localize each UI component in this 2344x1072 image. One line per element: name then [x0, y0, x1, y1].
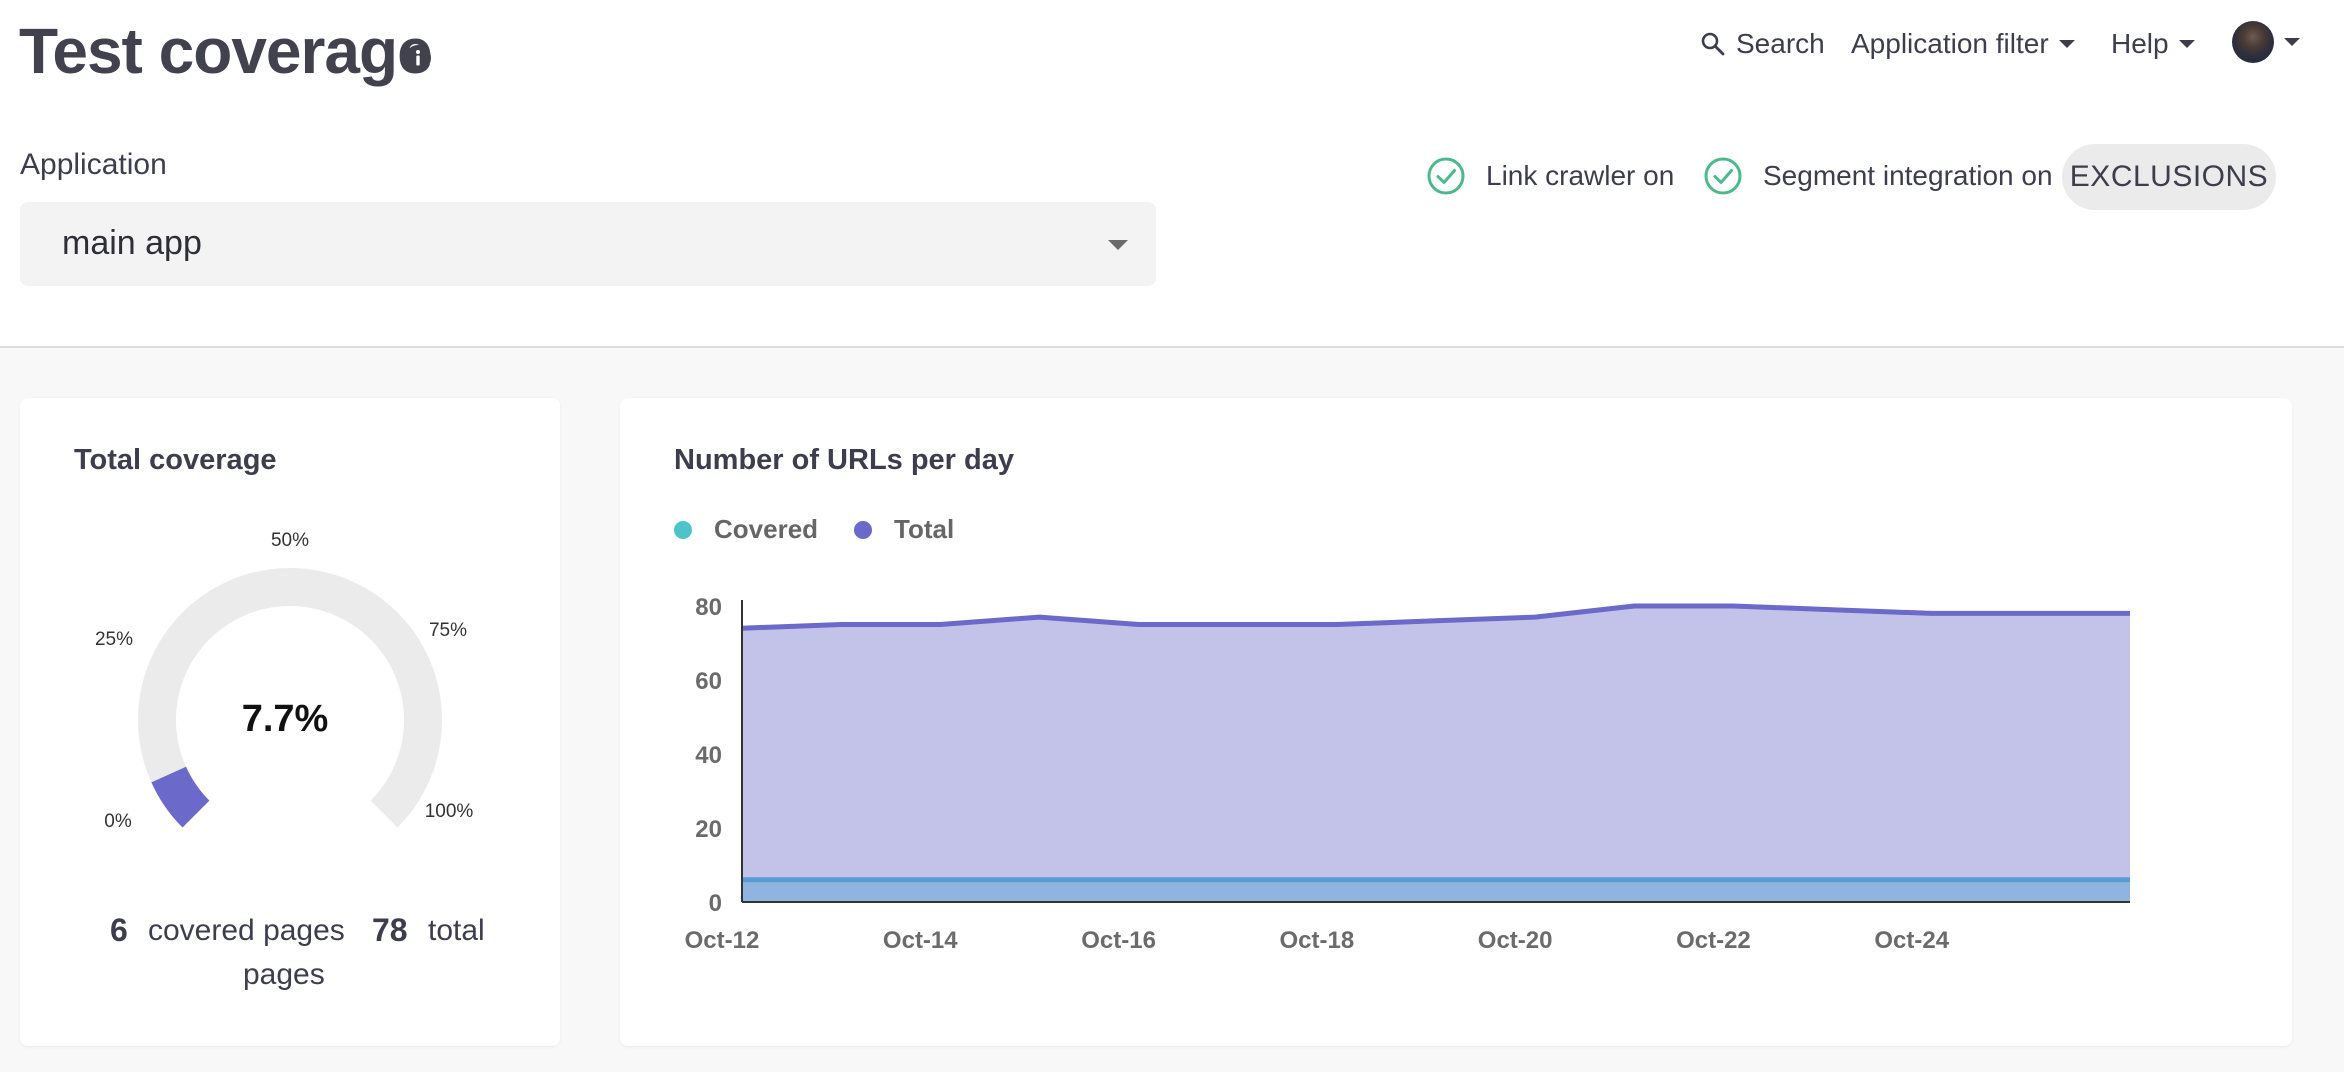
application-filter-dropdown[interactable]: Application filter [1851, 24, 2075, 64]
chart-legend: Covered Total [674, 514, 990, 545]
gauge-tick-label: 0% [104, 811, 132, 832]
legend-dot-covered [674, 520, 692, 539]
y-tick-label: 20 [695, 816, 722, 843]
legend-item-covered[interactable]: Covered [674, 514, 818, 545]
covered-count: 6 [110, 912, 128, 948]
gauge-tick-label: 75% [429, 620, 467, 641]
y-tick-label: 60 [695, 668, 722, 695]
coverage-gauge: 0% 25% 50% 75% 100% [95, 530, 474, 832]
legend-label-total: Total [894, 514, 955, 544]
chevron-down-icon [1108, 240, 1128, 250]
coverage-percent: 7.7% [241, 698, 329, 740]
x-tick-label: Oct-14 [883, 927, 958, 954]
gauge-tick-label: 100% [425, 801, 474, 822]
link-crawler-status: Link crawler on [1426, 156, 1674, 196]
covered-label: covered pages [148, 914, 345, 947]
urls-chart-title: Number of URLs per day [674, 444, 1014, 476]
search-icon [1701, 32, 1725, 56]
page-title: Test coverage [19, 15, 433, 87]
check-circle-icon [1427, 157, 1465, 195]
legend-item-total[interactable]: Total [854, 514, 954, 545]
x-tick-label: Oct-24 [1874, 927, 1949, 954]
help-label: Help [2111, 28, 2169, 59]
search-label: Search [1736, 28, 1825, 59]
y-tick-label: 40 [695, 742, 722, 769]
series-line-total [741, 603, 2130, 631]
user-menu[interactable] [2232, 21, 2300, 63]
gauge-track [138, 568, 442, 828]
gauge-tick-label: 50% [271, 530, 309, 551]
y-tick-label: 0 [709, 890, 722, 917]
gauge-fill [151, 766, 210, 828]
legend-label-covered: Covered [714, 514, 819, 544]
x-tick-label: Oct-16 [1081, 927, 1156, 954]
application-select-value: main app [62, 224, 202, 262]
search-link[interactable]: Search [1700, 24, 1825, 64]
info-icon[interactable] [404, 44, 432, 72]
legend-dot-total [854, 520, 873, 539]
application-select[interactable]: main app [20, 202, 1156, 286]
avatar [2232, 21, 2274, 63]
total-coverage-card: Total coverage 0% 25% 50% 75% 100% 7.7% 6 co… [20, 398, 560, 1046]
urls-area-chart: 0 20 40 60 80 Oct-12 Oct-14 Oct-16 Oct-18 Oct-20 O… [685, 594, 2130, 954]
chevron-down-icon [2058, 40, 2075, 48]
pages-label: pages [243, 958, 325, 991]
x-tick-label: Oct-18 [1280, 927, 1355, 954]
check-circle-icon [1704, 157, 1742, 195]
application-label: Application [20, 148, 167, 181]
header-area: Test coverage Search Application filter … [0, 0, 2344, 348]
segment-integration-label: Segment integration on [1763, 160, 2053, 191]
urls-per-day-card: Number of URLs per day Covered Total 0 20… [620, 398, 2292, 1046]
exclusions-button[interactable]: EXCLUSIONS [2062, 144, 2276, 210]
gauge-tick-label: 25% [95, 629, 133, 650]
chevron-down-icon [2284, 38, 2300, 46]
series-area-total [742, 606, 2130, 902]
series-area-covered [742, 879, 2130, 902]
application-filter-label: Application filter [1851, 28, 2049, 59]
help-dropdown[interactable]: Help [2111, 24, 2195, 64]
x-tick-label: Oct-20 [1478, 927, 1553, 954]
chevron-down-icon [2178, 40, 2195, 48]
total-coverage-title: Total coverage [74, 444, 277, 476]
segment-integration-status: Segment integration on [1703, 156, 2053, 196]
y-tick-label: 80 [695, 594, 722, 621]
x-tick-label: Oct-22 [1676, 927, 1751, 954]
link-crawler-label: Link crawler on [1486, 160, 1675, 191]
total-count: 78 [372, 912, 408, 948]
x-tick-label: Oct-12 [685, 927, 760, 954]
total-label: total [428, 914, 485, 947]
